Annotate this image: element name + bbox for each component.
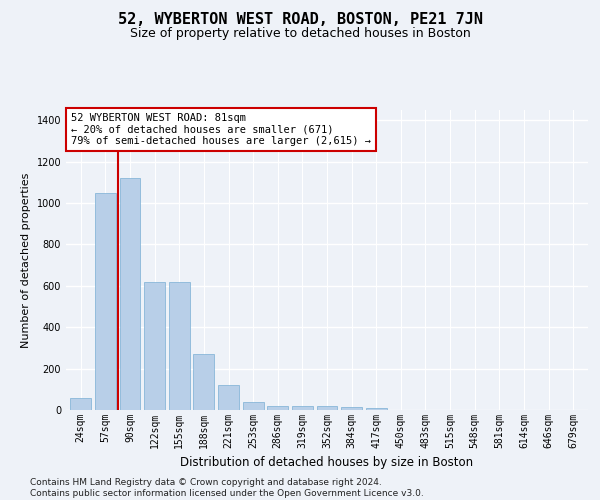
- Bar: [341, 407, 362, 410]
- Bar: [70, 398, 91, 410]
- Bar: [95, 193, 116, 410]
- Text: 52, WYBERTON WEST ROAD, BOSTON, PE21 7JN: 52, WYBERTON WEST ROAD, BOSTON, PE21 7JN: [118, 12, 482, 28]
- Bar: [366, 408, 387, 410]
- Bar: [242, 402, 263, 410]
- Text: Contains HM Land Registry data © Crown copyright and database right 2024.
Contai: Contains HM Land Registry data © Crown c…: [30, 478, 424, 498]
- X-axis label: Distribution of detached houses by size in Boston: Distribution of detached houses by size …: [181, 456, 473, 469]
- Bar: [144, 282, 165, 410]
- Bar: [218, 385, 239, 410]
- Bar: [317, 406, 337, 410]
- Text: Size of property relative to detached houses in Boston: Size of property relative to detached ho…: [130, 28, 470, 40]
- Text: 52 WYBERTON WEST ROAD: 81sqm
← 20% of detached houses are smaller (671)
79% of s: 52 WYBERTON WEST ROAD: 81sqm ← 20% of de…: [71, 113, 371, 146]
- Y-axis label: Number of detached properties: Number of detached properties: [21, 172, 31, 348]
- Bar: [267, 406, 288, 410]
- Bar: [292, 406, 313, 410]
- Bar: [193, 354, 214, 410]
- Bar: [119, 178, 140, 410]
- Bar: [169, 282, 190, 410]
